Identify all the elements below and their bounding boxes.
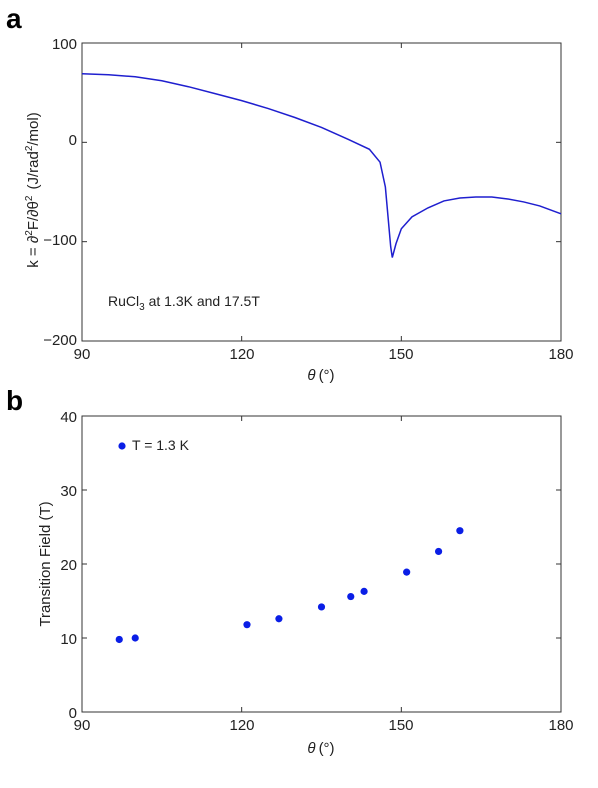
b-ytick-label: 0 (69, 705, 77, 722)
a-xtick-label: 180 (548, 346, 573, 363)
data-point (131, 634, 139, 642)
panel-a-ticks (81, 42, 562, 342)
legend-label: T = 1.3 K (132, 437, 190, 453)
data-point (434, 547, 443, 556)
data-point (243, 621, 251, 629)
b-ytick-label: 20 (60, 557, 77, 574)
panel-b-label: b (6, 385, 23, 416)
b-xtick-label: 90 (74, 717, 91, 734)
data-point (115, 635, 123, 644)
a-xtick-label: 90 (74, 346, 91, 363)
panel-a-annotation: RuCl3 at 1.3K and 17.5T (108, 293, 260, 313)
legend-marker (118, 442, 126, 450)
b-xtick-label: 150 (388, 717, 413, 734)
panel-a-tick-labels: 100 0 −100 −200 90 120 150 180 (43, 36, 573, 363)
a-ytick-label: −200 (43, 332, 77, 349)
panel-a-frame (81, 42, 562, 342)
b-ytick-label: 30 (60, 483, 77, 500)
a-xtick-label: 150 (388, 346, 413, 363)
b-xtick-label: 180 (548, 717, 573, 734)
data-point (403, 568, 411, 576)
data-point (317, 603, 326, 611)
panel-a-label: a (6, 3, 22, 34)
panel-a-series-line (81, 73, 562, 258)
data-point (347, 592, 355, 601)
b-ytick-label: 10 (60, 631, 77, 648)
panel-b-x-axis-label: θ (°) (307, 740, 334, 757)
a-ytick-label: 100 (52, 36, 77, 53)
panel-b-ticks (81, 415, 562, 713)
data-point (360, 587, 368, 595)
b-ytick-label: 40 (60, 409, 77, 426)
data-point (456, 527, 464, 535)
data-point (275, 615, 283, 623)
panel-b-points (115, 527, 464, 644)
panel-b-y-axis-label: Transition Field (T) (37, 501, 54, 626)
panel-a-x-axis-label: θ (°) (307, 367, 334, 384)
panel-b-tick-labels: 40 30 20 10 0 90 120 150 180 (60, 409, 573, 734)
panel-b-frame (81, 415, 562, 713)
a-xtick-label: 120 (229, 346, 254, 363)
panel-a-y-axis-label: k = ∂2F/∂θ2(J/rad2/mol) (24, 112, 42, 267)
b-xtick-label: 120 (229, 717, 254, 734)
a-ytick-label: −100 (43, 232, 77, 249)
a-ytick-label: 0 (69, 132, 77, 149)
